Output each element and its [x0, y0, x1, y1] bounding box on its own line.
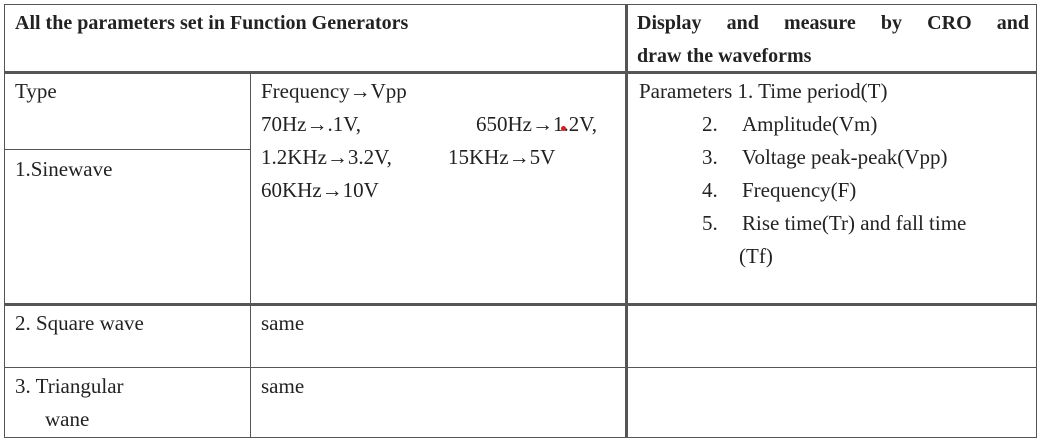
square-wave-params-cell: same: [261, 307, 304, 340]
frequency-cell: Frequency→Vpp 70Hz→.1V, 650Hz→1.2V, 1.2K…: [261, 75, 621, 207]
measure-item: 4. Frequency(F): [639, 174, 1031, 207]
square-wave-label: 2. Square wave: [15, 311, 144, 335]
frequency-row3-a: 60KHz→10V: [261, 178, 379, 202]
frequency-row2-a: 1.2KHz→3.2V,: [261, 145, 392, 169]
sinewave-label: 1.Sinewave: [15, 157, 113, 181]
header-right-line2: draw the waveforms: [637, 45, 812, 67]
measure-item-text: Voltage peak-peak(Vpp): [742, 145, 948, 169]
parameters-table: All the parameters set in Function Gener…: [4, 4, 1037, 438]
header-left-text: All the parameters set in Function Gener…: [15, 12, 409, 34]
frequency-row1-a: 70Hz→.1V,: [261, 112, 361, 136]
type-label-cell: Type: [15, 75, 57, 108]
measure-item-number: 2.: [702, 112, 718, 136]
frequency-row1-b: 650Hz→1.2V,: [476, 112, 597, 136]
measure-item: 5. Rise time(Tr) and fall time: [639, 207, 1031, 240]
measure-cell: Parameters 1. Time period(T) 2. Amplitude…: [639, 75, 1031, 273]
triangular-wave-label-line2: wane: [45, 407, 90, 431]
frequency-row2-b: 15KHz→5V: [448, 145, 556, 169]
measure-item-text: Amplitude(Vm): [742, 112, 878, 136]
measure-item: 2. Amplitude(Vm): [639, 108, 1031, 141]
sinewave-cell: 1.Sinewave: [15, 153, 112, 186]
triangular-wave-params-cell: same: [261, 370, 304, 403]
square-wave-params: same: [261, 311, 305, 335]
type-label: Type: [15, 79, 57, 103]
measure-continuation: (Tf): [739, 244, 773, 268]
triangular-wave-params: same: [261, 374, 305, 398]
measure-intro: Parameters 1. Time period(T): [639, 79, 888, 103]
measure-item-number: 4.: [702, 178, 718, 202]
measure-item-text: Rise time(Tr) and fall time: [742, 211, 967, 235]
header-left-cell: All the parameters set in Function Gener…: [15, 7, 615, 40]
column-divider-type: [250, 73, 251, 437]
measure-item-number: 5.: [702, 211, 718, 235]
triangular-wave-cell: 3. Triangular wane: [15, 370, 124, 436]
measure-item: 3. Voltage peak-peak(Vpp): [639, 141, 1031, 174]
measure-item-number: 3.: [702, 145, 718, 169]
row-divider-triangular: [5, 367, 1036, 368]
frequency-heading: Frequency→Vpp: [261, 79, 407, 103]
square-wave-cell: 2. Square wave: [15, 307, 144, 340]
header-right-line1: Display and measure by CRO and: [637, 12, 1029, 34]
header-right-cell: Display and measure by CRO and draw the …: [637, 7, 1029, 73]
row-divider-type: [5, 149, 251, 150]
header-divider: [5, 71, 1036, 74]
row-divider-square: [5, 303, 1036, 306]
triangular-wave-label-line1: 3. Triangular: [15, 374, 124, 398]
column-divider-main: [625, 5, 628, 437]
measure-item-text: Frequency(F): [742, 178, 857, 202]
red-mark: [561, 126, 566, 131]
